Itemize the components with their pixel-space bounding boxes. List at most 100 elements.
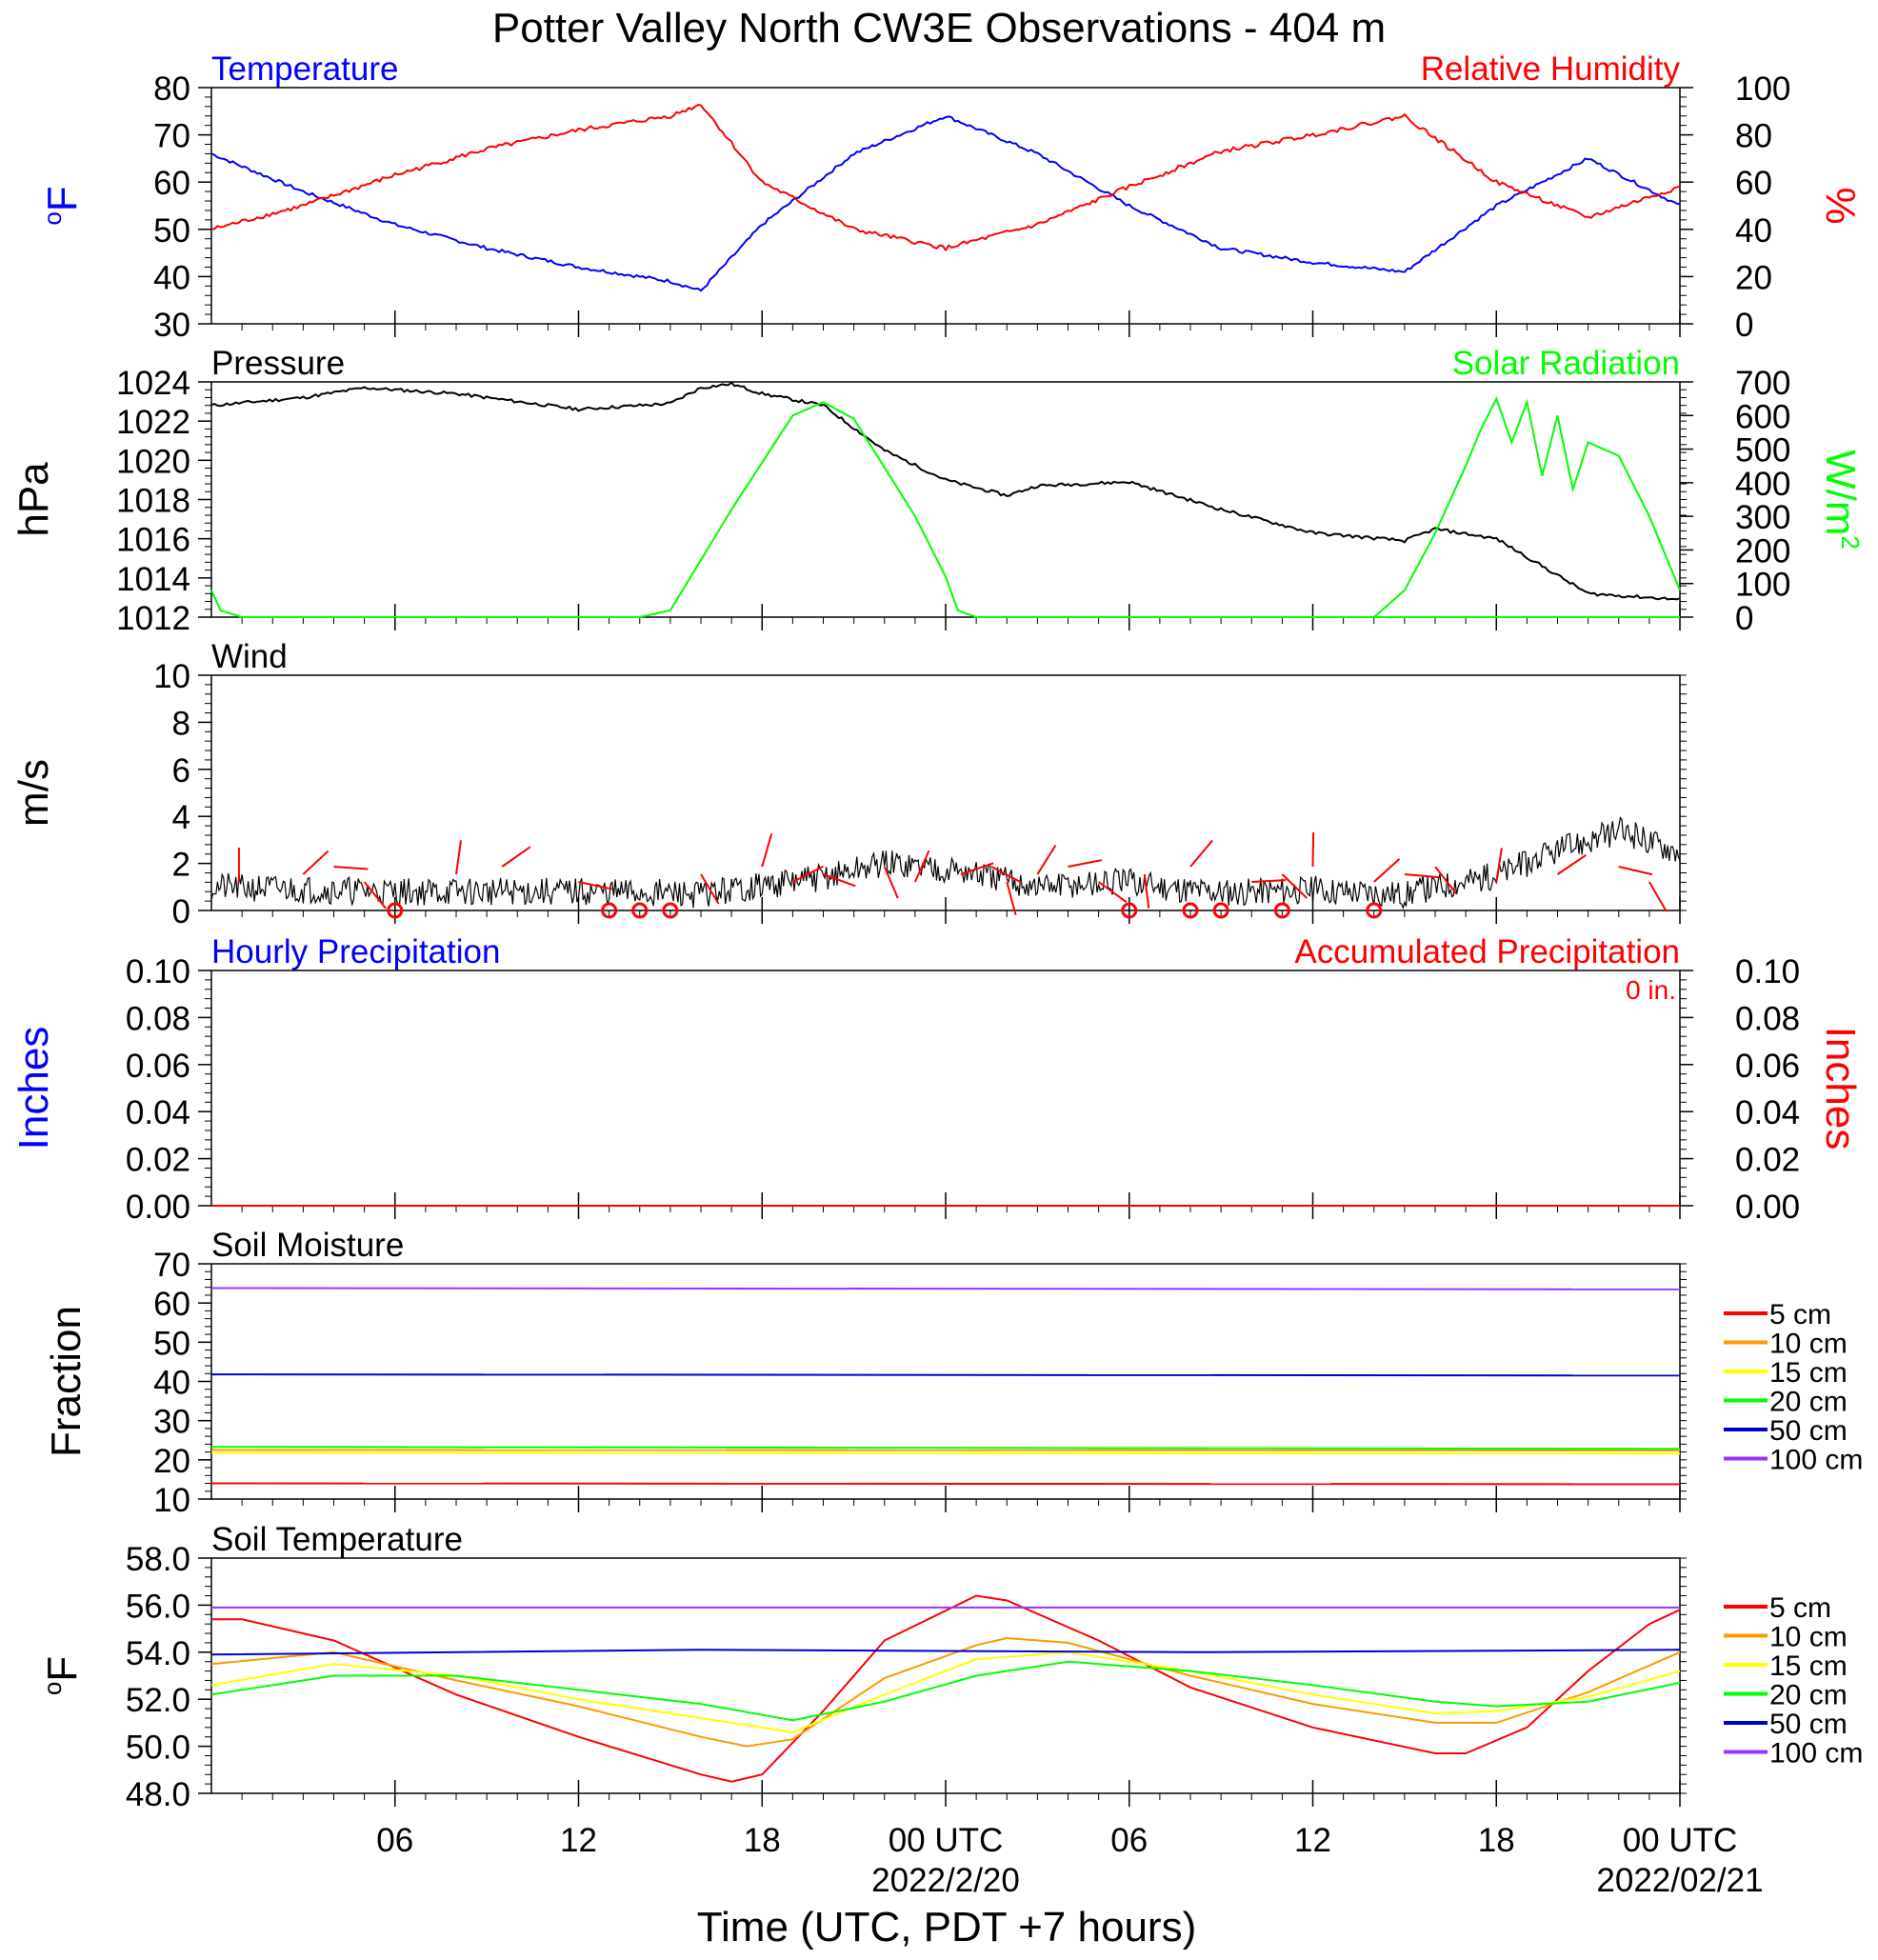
legend-label: 20 cm	[1769, 1387, 1848, 1418]
x-tick-label: 18	[744, 1822, 781, 1859]
y-tick-label: 50	[153, 1325, 190, 1362]
calm-wind-marker	[387, 902, 404, 919]
x-tick-label: 00 UTC	[889, 1822, 1004, 1859]
legend-label: 100 cm	[1769, 1445, 1863, 1476]
series-line-solar-day2	[1373, 396, 1681, 618]
unit-exp: 2	[1836, 535, 1865, 549]
panel-right-title: Solar Radiation	[1452, 345, 1680, 382]
wind-barb	[761, 833, 773, 868]
calm-wind-marker	[1212, 902, 1229, 919]
x-tick-label: 00 UTC	[1623, 1822, 1738, 1859]
y-tick-label-right: 200	[1735, 532, 1790, 570]
y-tick-label: 1014	[116, 561, 190, 598]
y-tick-label-right: 20	[1735, 259, 1772, 296]
y-tick-label: 58.0	[126, 1541, 190, 1578]
x-tick-label: 06	[376, 1822, 413, 1859]
wind-barb	[1618, 866, 1653, 876]
series-line-wind	[210, 816, 1681, 910]
y-tick-label: 50.0	[126, 1730, 190, 1767]
series-line-100-cm	[210, 1287, 1681, 1290]
y-tick-label: 10	[153, 658, 190, 695]
x-date-label: 2022/02/21	[1596, 1862, 1763, 1899]
y-tick-label-right: 300	[1735, 499, 1790, 536]
plot-frame	[210, 1263, 1681, 1500]
legend-label: 15 cm	[1769, 1357, 1848, 1389]
y-tick-label-right: 700	[1735, 365, 1790, 402]
wind-barb	[1495, 848, 1503, 883]
legend-label: 20 cm	[1769, 1680, 1848, 1711]
plot-frame	[210, 381, 1681, 618]
plot-frame	[210, 87, 1681, 325]
legend-label: 15 cm	[1769, 1650, 1848, 1682]
panel-title: Soil Moisture	[211, 1227, 404, 1264]
legend-label: 10 cm	[1769, 1329, 1848, 1360]
y-tick-label: 30	[153, 1404, 190, 1441]
panel-6: Soil Temperature 48.0 50.0 52.0 54.0 56.0 58.0…	[38, 1521, 1863, 1813]
wind-barb	[700, 873, 720, 905]
y-tick-label: 1018	[116, 483, 190, 520]
series-line-temperature	[210, 115, 1681, 292]
panel-title: Hourly Precipitation	[211, 933, 500, 970]
series-line-relative-humidity	[210, 104, 1681, 252]
y-tick-label-right: 80	[1735, 118, 1772, 155]
panel-title: Wind	[211, 638, 288, 675]
y-tick-label: 20	[153, 1443, 190, 1480]
y-tick-label: 0.08	[126, 1000, 190, 1037]
panel-3: Wind 0 2 4 6 8 10 m/s	[10, 638, 1687, 930]
unit-wm: W/m	[1817, 450, 1864, 535]
y-tick-label-right: 60	[1735, 165, 1772, 202]
y-tick-label: 56.0	[126, 1588, 190, 1625]
wind-barb	[1036, 844, 1057, 875]
wind-barb	[1434, 866, 1457, 894]
y-tick-label-right: 0.04	[1735, 1094, 1800, 1131]
degree-sign: o	[38, 211, 67, 225]
y-tick-label: 1024	[116, 365, 190, 402]
wind-barb	[1373, 858, 1401, 883]
chart-title: Potter Valley North CW3E Observations - …	[492, 5, 1386, 51]
plot-frame	[210, 970, 1681, 1207]
y-tick-label-right: 500	[1735, 432, 1790, 470]
x-tick-label: 12	[560, 1822, 597, 1859]
wind-barb	[990, 866, 1023, 884]
series-line-50-cm	[210, 1649, 1681, 1656]
y-tick-label: 6	[172, 752, 190, 790]
y-tick-label: 0.02	[126, 1142, 190, 1179]
y-tick-label: 1020	[116, 443, 190, 480]
y-tick-label: 50	[153, 212, 190, 250]
wind-barb	[578, 881, 612, 890]
unit-f: F	[39, 1656, 86, 1682]
legend-label: 5 cm	[1769, 1299, 1831, 1330]
y-tick-label: 1016	[116, 522, 190, 559]
wind-barb	[1404, 873, 1439, 879]
y-axis-label: oF	[38, 186, 86, 225]
y-tick-label: 54.0	[126, 1635, 190, 1672]
y-tick-label: 80	[153, 70, 190, 108]
panel-title: Temperature	[211, 50, 398, 88]
legend-label: 50 cm	[1769, 1415, 1848, 1447]
unit-f: F	[39, 186, 86, 211]
series-line-15-cm	[210, 1650, 1681, 1733]
y-axis-label-right: Inches	[1817, 1027, 1864, 1150]
legend-label: 10 cm	[1769, 1622, 1848, 1653]
x-axis-label: Time (UTC, PDT +7 hours)	[697, 1904, 1196, 1950]
y-tick-label: 0	[172, 893, 190, 930]
y-tick-label-right: 100	[1735, 70, 1790, 108]
y-axis-label-right: W/m2	[1817, 450, 1865, 550]
y-tick-label: 8	[172, 705, 190, 742]
series-line-50-cm	[210, 1373, 1681, 1377]
x-date-label: 2022/2/20	[871, 1862, 1020, 1899]
panel-title: Soil Temperature	[211, 1521, 463, 1558]
panel-title: Pressure	[211, 345, 345, 382]
y-tick-label-right: 0.08	[1735, 1000, 1800, 1037]
y-tick-label: 70	[153, 1247, 190, 1284]
wind-barb	[1311, 831, 1315, 868]
wind-barb	[1251, 879, 1287, 883]
y-tick-label: 0.04	[126, 1094, 190, 1131]
y-tick-label-right: 40	[1735, 212, 1772, 250]
y-tick-label: 30	[153, 307, 190, 344]
wind-barb	[302, 850, 330, 875]
series-line-20-cm	[210, 1446, 1681, 1450]
x-tick-label: 06	[1110, 1822, 1148, 1859]
panel-2: Pressure Solar Radiation10121014101610181…	[10, 345, 1865, 637]
